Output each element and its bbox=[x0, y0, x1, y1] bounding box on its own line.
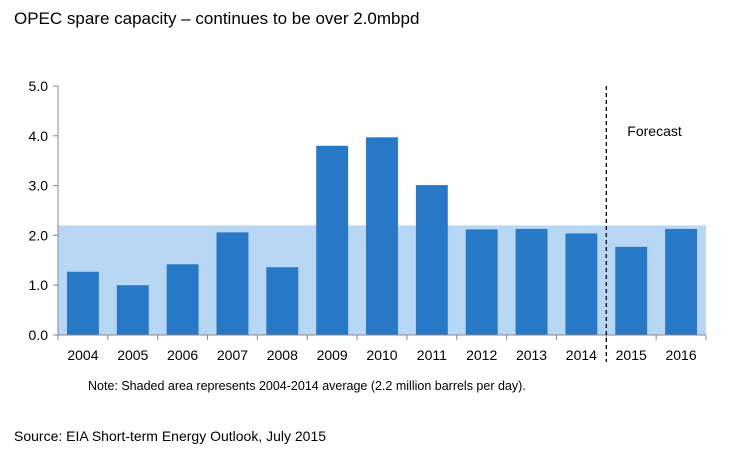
bar-2016 bbox=[665, 228, 698, 335]
x-tick-label: 2009 bbox=[317, 347, 348, 363]
chart-title: OPEC spare capacity – continues to be ov… bbox=[14, 9, 420, 28]
bar-2012 bbox=[465, 229, 498, 335]
bar-2010 bbox=[366, 137, 398, 335]
bar-2014 bbox=[565, 233, 598, 335]
bar-2015 bbox=[615, 246, 648, 335]
y-tick-label: 0.0 bbox=[29, 327, 49, 343]
x-tick-label: 2015 bbox=[616, 347, 647, 363]
bar-2009 bbox=[316, 145, 349, 335]
bar-2004 bbox=[66, 271, 99, 335]
x-tick-label: 2008 bbox=[267, 347, 298, 363]
x-tick-label: 2010 bbox=[366, 347, 397, 363]
forecast-label: Forecast bbox=[627, 123, 682, 139]
x-tick-label: 2012 bbox=[466, 347, 497, 363]
y-tick-label: 1.0 bbox=[29, 277, 49, 293]
x-tick-label: 2007 bbox=[217, 347, 248, 363]
x-tick-label: 2016 bbox=[665, 347, 696, 363]
y-tick-label: 3.0 bbox=[29, 178, 49, 194]
chart-note: Note: Shaded area represents 2004-2014 a… bbox=[88, 379, 526, 393]
y-tick-label: 5.0 bbox=[29, 78, 49, 94]
chart-source: Source: EIA Short-term Energy Outlook, J… bbox=[14, 428, 327, 444]
bar-2006 bbox=[166, 264, 199, 335]
x-tick-label: 2011 bbox=[417, 347, 447, 363]
y-tick-label: 4.0 bbox=[29, 128, 49, 144]
x-tick-label: 2006 bbox=[167, 347, 198, 363]
bar-2011 bbox=[415, 185, 448, 335]
y-tick-label: 2.0 bbox=[29, 227, 49, 243]
x-tick-label: 2014 bbox=[566, 347, 597, 363]
bar-2005 bbox=[116, 285, 149, 335]
x-tick-label: 2005 bbox=[117, 347, 148, 363]
bar-2008 bbox=[266, 267, 299, 335]
bar-2007 bbox=[216, 232, 249, 335]
x-tick-label: 2004 bbox=[67, 347, 98, 363]
bar-2013 bbox=[515, 228, 548, 335]
x-tick-label: 2013 bbox=[516, 347, 547, 363]
